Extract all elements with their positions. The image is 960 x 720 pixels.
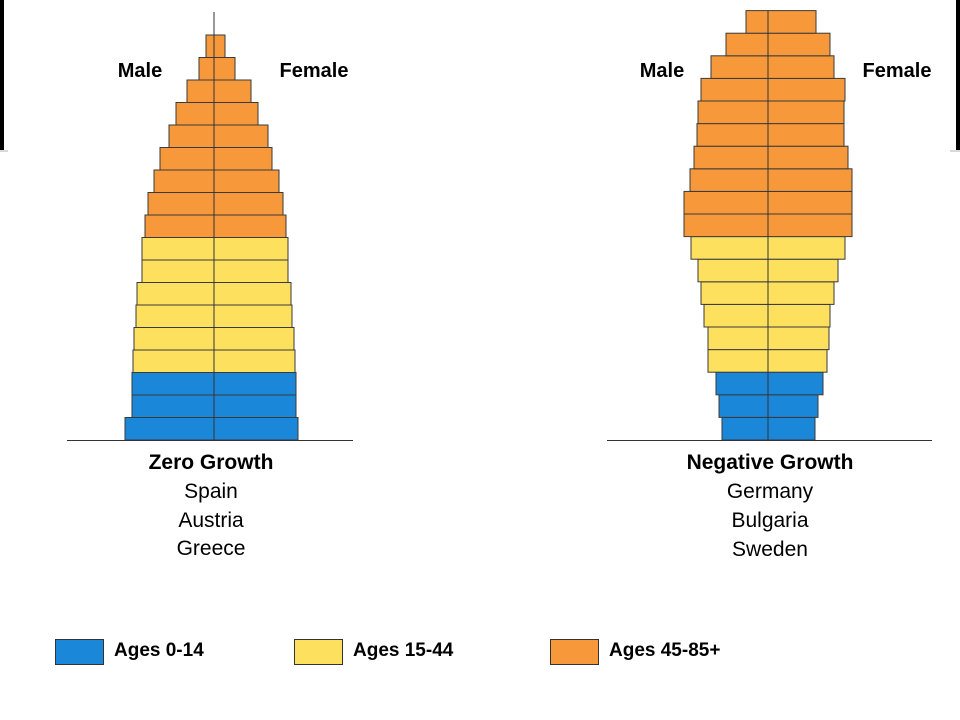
right-edge-bar — [956, 0, 960, 150]
female-label: Female — [280, 60, 349, 82]
bar-female — [767, 303, 831, 328]
bar-male — [690, 236, 769, 260]
bar-male — [703, 303, 769, 328]
bar-male — [131, 372, 215, 396]
bar-female — [213, 394, 297, 418]
country-label: Spain — [184, 480, 238, 503]
bar-female — [213, 169, 280, 193]
bar-male — [707, 349, 769, 373]
bar-male — [147, 192, 215, 216]
bar-female — [767, 32, 831, 57]
bar-female — [213, 214, 287, 238]
bar-female — [767, 145, 849, 170]
bar-male — [696, 123, 769, 147]
legend-swatch — [550, 639, 599, 665]
bar-male — [168, 124, 215, 148]
legend-swatch — [55, 639, 104, 665]
country-label: Austria — [178, 509, 244, 532]
legend-label: Ages 45-85+ — [609, 640, 721, 661]
pyramid-title-negative-growth: Negative Growth — [686, 451, 854, 474]
bar-female — [767, 281, 835, 305]
bar-male — [689, 168, 769, 192]
legend-swatch — [294, 639, 343, 665]
legend-label: Ages 0-14 — [114, 640, 204, 661]
bar-female — [767, 258, 839, 283]
bar-female — [213, 79, 252, 103]
bar-male — [707, 326, 769, 351]
bar-male — [198, 57, 215, 81]
bar-male — [153, 169, 215, 193]
bar-male — [718, 394, 769, 418]
bar-male — [133, 327, 215, 351]
bar-male — [144, 214, 215, 238]
right-edge-line — [950, 150, 960, 152]
bar-female — [767, 394, 819, 418]
bar-female — [213, 304, 293, 328]
legend-label: Ages 15-44 — [353, 640, 454, 661]
bar-male — [693, 145, 769, 170]
bar-female — [767, 236, 846, 260]
bar-female — [213, 124, 269, 148]
male-label: Male — [118, 60, 162, 82]
left-edge-bar — [0, 0, 4, 150]
bar-female — [767, 371, 824, 396]
country-label: Germany — [726, 480, 814, 503]
bar-female — [767, 416, 816, 441]
pyramid-title-zero-growth: Zero Growth — [148, 451, 274, 474]
bar-male — [683, 213, 769, 238]
bar-male — [136, 282, 215, 306]
bar-male — [725, 32, 769, 57]
bar-female — [213, 417, 299, 441]
bar-male — [205, 34, 215, 58]
bar-female — [213, 57, 236, 81]
pyramid-negative-growth: Male Female — [607, 10, 932, 441]
bar-female — [213, 349, 296, 373]
bar-male — [186, 79, 215, 103]
bar-female — [767, 168, 853, 192]
bar-female — [213, 34, 226, 58]
country-label: Greece — [176, 537, 246, 560]
bar-male — [135, 304, 215, 328]
bar-male — [131, 394, 215, 418]
bar-female — [213, 282, 292, 306]
bar-male — [745, 10, 769, 34]
bar-male — [700, 281, 769, 305]
bar-female — [767, 10, 817, 34]
bar-male — [683, 190, 769, 215]
bar-female — [213, 372, 297, 396]
bar-male — [700, 77, 769, 102]
bar-female — [767, 190, 853, 215]
male-label: Male — [640, 60, 684, 82]
bar-female — [213, 259, 289, 283]
bar-female — [213, 147, 273, 171]
bar-male — [141, 237, 215, 261]
bar-male — [132, 349, 215, 373]
bar-female — [767, 349, 828, 373]
bar-female — [213, 327, 295, 351]
bar-female — [767, 213, 853, 238]
bar-male — [697, 100, 769, 125]
bar-female — [213, 237, 289, 261]
bar-female — [767, 77, 846, 102]
bar-male — [697, 258, 769, 283]
bar-male — [175, 102, 215, 126]
bar-female — [213, 192, 284, 216]
bar-male — [159, 147, 215, 171]
bar-male — [710, 55, 769, 79]
left-edge-line — [0, 150, 8, 152]
bar-female — [767, 55, 835, 79]
bar-female — [767, 326, 830, 351]
bar-male — [721, 416, 769, 441]
bar-male — [715, 371, 769, 396]
bar-female — [767, 123, 845, 147]
pyramid-zero-growth: Male Female — [67, 12, 353, 441]
bar-female — [213, 102, 259, 126]
bar-male — [141, 259, 215, 283]
country-label: Bulgaria — [731, 509, 809, 532]
country-label: Sweden — [732, 538, 808, 561]
female-label: Female — [863, 60, 932, 82]
bar-female — [767, 100, 845, 125]
bar-male — [124, 417, 215, 441]
